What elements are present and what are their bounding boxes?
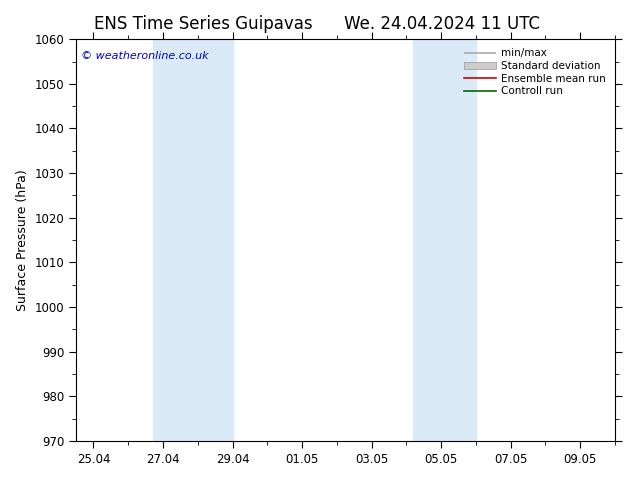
Text: ENS Time Series Guipavas      We. 24.04.2024 11 UTC: ENS Time Series Guipavas We. 24.04.2024 … <box>94 15 540 33</box>
Text: © weatheronline.co.uk: © weatheronline.co.uk <box>81 51 209 61</box>
Bar <box>153 39 233 441</box>
Y-axis label: Surface Pressure (hPa): Surface Pressure (hPa) <box>16 169 29 311</box>
Bar <box>413 39 476 441</box>
Legend: min/max, Standard deviation, Ensemble mean run, Controll run: min/max, Standard deviation, Ensemble me… <box>462 45 609 99</box>
